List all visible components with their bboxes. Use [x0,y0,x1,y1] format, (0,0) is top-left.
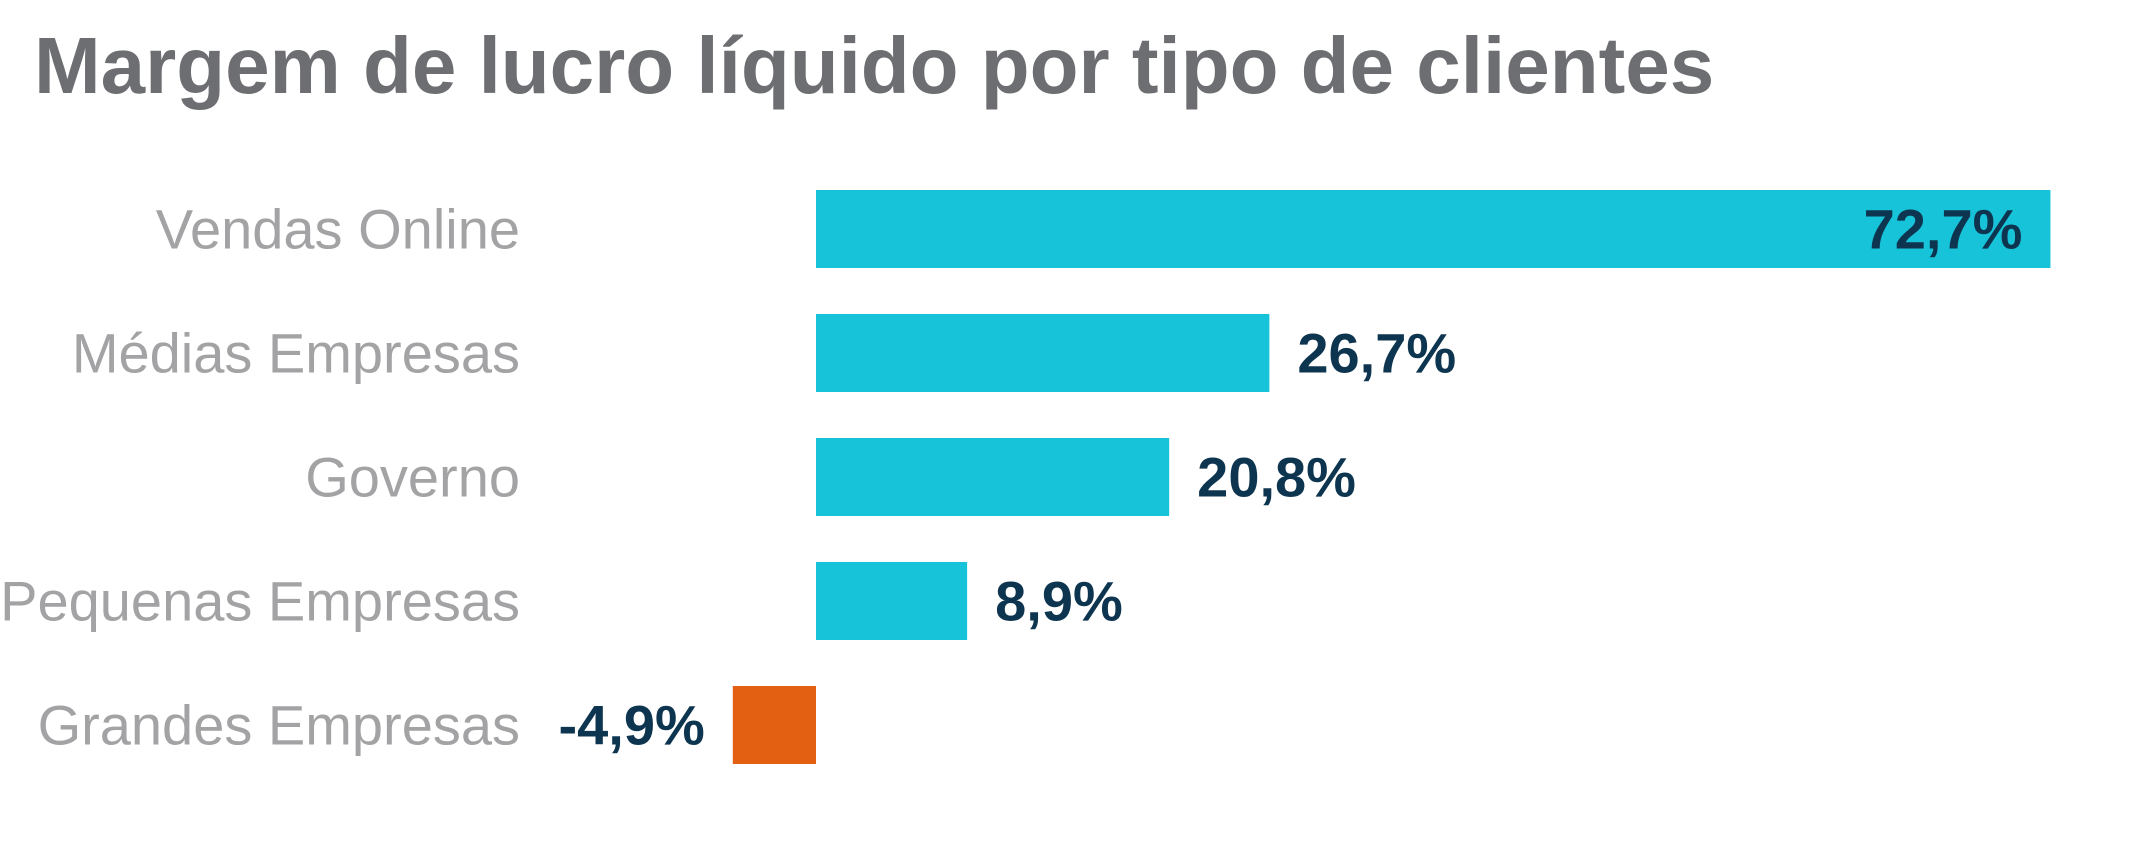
category-label-pequenas-empresas: Pequenas Empresas [0,570,520,633]
category-label-grandes-empresas: Grandes Empresas [38,694,520,757]
chart-title: Margem de lucro líquido por tipo de clie… [34,21,1715,110]
bar-grandes-empresas [732,686,816,764]
bars-group: Vendas Online 72,7% Médias Empresas 26,7% Go… [0,190,2051,764]
category-label-governo: Governo [305,446,520,509]
value-label-pequenas-empresas: 8,9% [995,570,1123,633]
value-label-medias-empresas: 26,7% [1297,322,1456,385]
bar-pequenas-empresas [816,562,968,640]
category-label-vendas-online: Vendas Online [156,198,520,261]
category-label-medias-empresas: Médias Empresas [72,322,520,385]
value-label-grandes-empresas: -4,9% [559,694,705,757]
bar-governo [816,438,1170,516]
value-label-vendas-online: 72,7% [1864,198,2023,261]
value-label-governo: 20,8% [1197,446,1356,509]
bar-vendas-online [816,190,2051,268]
bar-medias-empresas [816,314,1270,392]
